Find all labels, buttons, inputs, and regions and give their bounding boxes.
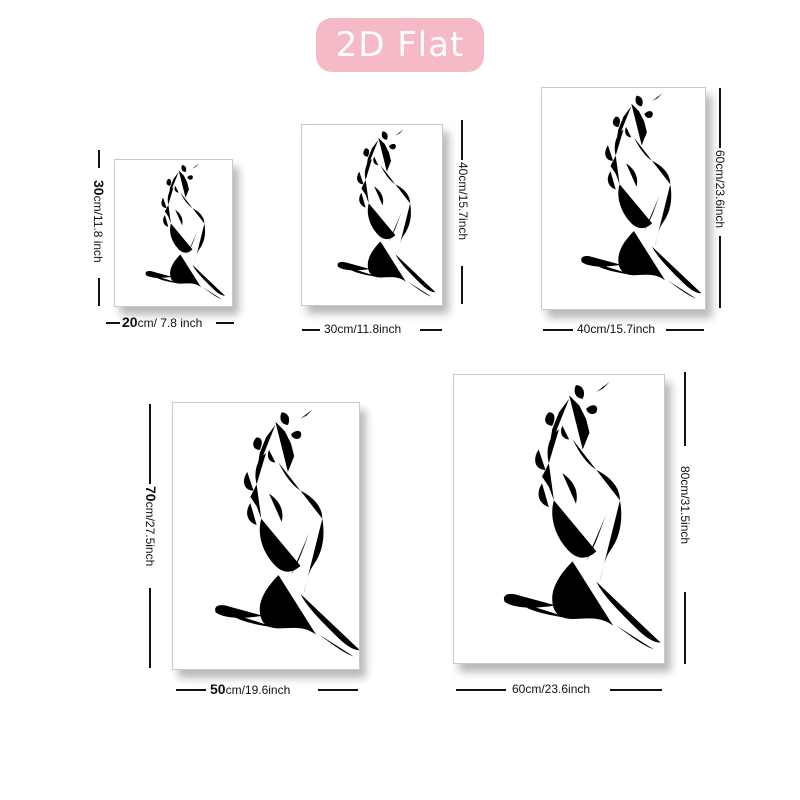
line-art-woman-icon: [145, 163, 226, 300]
height-dimension-line: [149, 404, 151, 484]
poster-60x80: [453, 374, 665, 664]
width-label: 30cm/11.8inch: [324, 322, 402, 336]
height-dimension-line: [461, 266, 463, 304]
width-dimension-line: [543, 329, 573, 331]
height-label: 40cm/15.7inch: [456, 162, 470, 241]
width-dimension-line: [302, 329, 320, 331]
width-dimension-line: [216, 322, 234, 324]
poster-30x40: [301, 124, 443, 306]
width-dimension-line: [610, 689, 662, 691]
height-dimension-line: [684, 592, 686, 664]
line-art-woman-icon: [503, 381, 661, 650]
line-art-woman-icon: [337, 129, 436, 297]
poster-40x60: [541, 87, 706, 310]
height-label: 70cm/27.5inch: [143, 486, 159, 567]
line-art-woman-icon: [215, 409, 359, 657]
width-dimension-line: [666, 329, 704, 331]
width-dimension-line: [176, 689, 206, 691]
height-dimension-line: [98, 150, 100, 168]
width-label: 20cm/ 7.8 inch: [122, 314, 203, 330]
width-dimension-line: [456, 689, 506, 691]
width-dimension-line: [420, 329, 442, 331]
width-label: 60cm/23.6inch: [512, 682, 591, 696]
line-art-woman-icon: [581, 93, 702, 299]
height-dimension-line: [149, 588, 151, 668]
height-dimension-line: [98, 278, 100, 306]
height-label: 80cm/31.5inch: [678, 466, 692, 545]
height-label: 60cm/23.6inch: [713, 150, 727, 229]
width-dimension-line: [318, 689, 358, 691]
poster-50x70: [172, 402, 360, 670]
height-dimension-line: [719, 236, 721, 308]
width-label: 40cm/15.7inch: [577, 322, 656, 336]
width-label: 50cm/19.6inch: [210, 681, 291, 697]
height-label: 30cm/11.8 inch: [91, 180, 107, 263]
width-dimension-line: [106, 322, 120, 324]
height-dimension-line: [461, 120, 463, 160]
poster-20x30: [114, 159, 233, 307]
style-badge: 2D Flat: [316, 18, 484, 72]
height-dimension-line: [684, 372, 686, 446]
height-dimension-line: [719, 88, 721, 148]
